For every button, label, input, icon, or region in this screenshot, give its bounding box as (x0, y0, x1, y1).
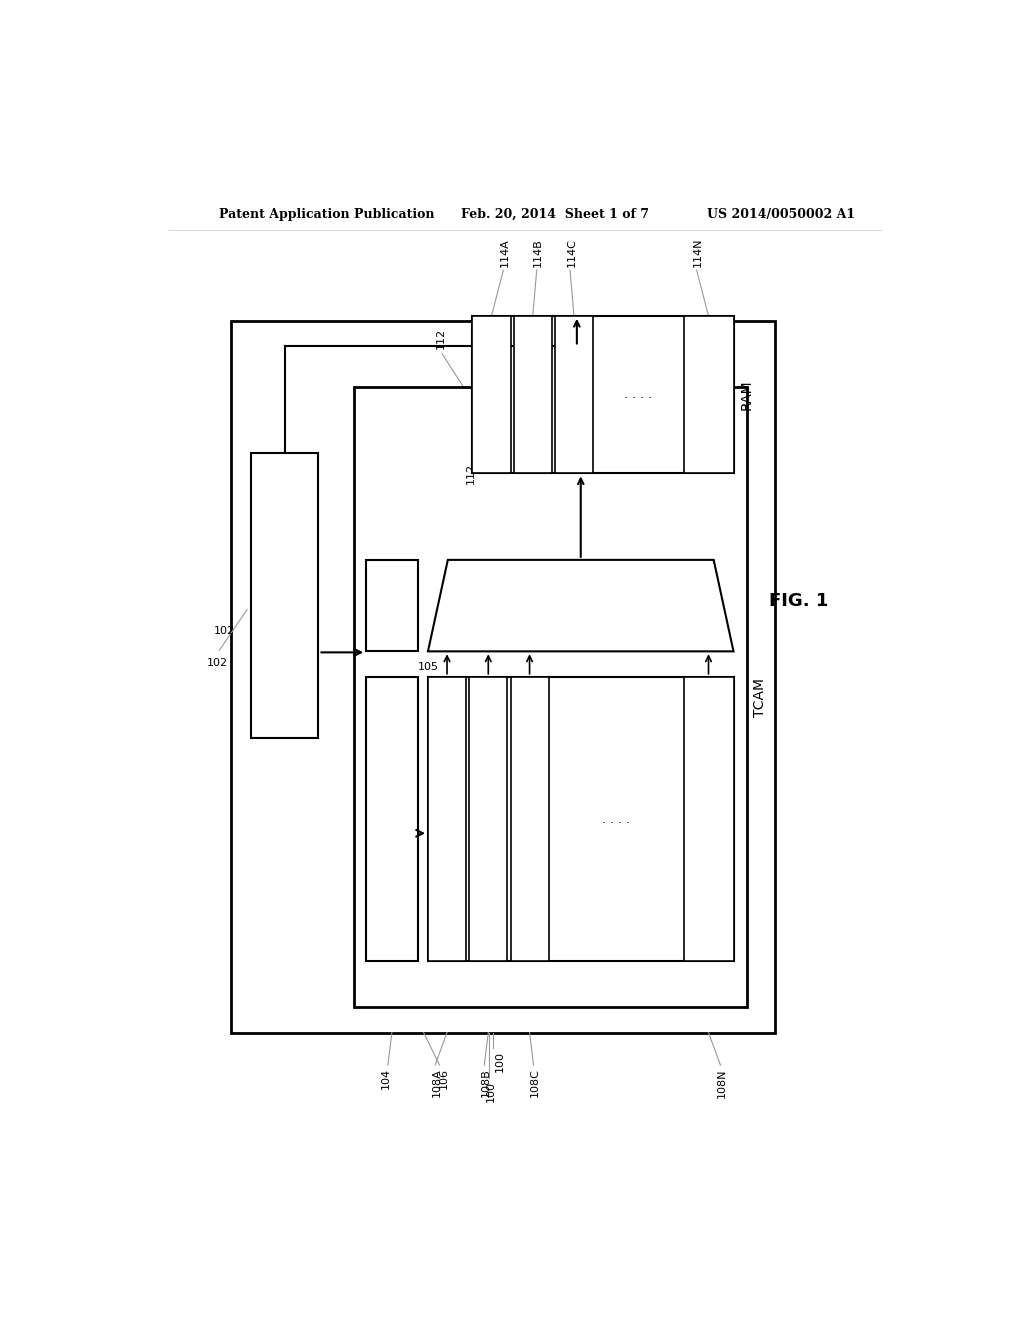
Text: 106: 106 (438, 1068, 449, 1089)
Bar (354, 387, 748, 1007)
Text: ACTION 2: ACTION 2 (569, 371, 579, 418)
Bar (555, 315, 593, 474)
Text: ACTION 1: ACTION 1 (527, 372, 538, 418)
Text: 108B: 108B (481, 1068, 490, 1097)
Text: . . . .: . . . . (605, 619, 633, 632)
Text: 114N: 114N (693, 238, 703, 267)
Text: 108A: 108A (432, 1068, 441, 1097)
Bar (472, 315, 511, 474)
Text: ENTRY N-1: ENTRY N-1 (703, 793, 714, 845)
Text: 108N: 108N (717, 1068, 727, 1097)
Text: . . . .: . . . . (602, 813, 630, 825)
Text: ACTION N-1: ACTION N-1 (703, 366, 714, 424)
Bar (231, 321, 775, 1032)
Text: PRIORITY ENCODER: PRIORITY ENCODER (523, 599, 639, 612)
Bar (511, 677, 549, 961)
Text: 110: 110 (386, 628, 407, 638)
Text: LOGIC: LOGIC (375, 601, 409, 611)
Text: ENTRY 1: ENTRY 1 (483, 799, 494, 840)
Text: Patent Application Publication: Patent Application Publication (219, 207, 435, 220)
Text: RAM: RAM (740, 379, 754, 411)
Text: 104: 104 (381, 1068, 391, 1089)
Text: Feb. 20, 2014  Sheet 1 of 7: Feb. 20, 2014 Sheet 1 of 7 (461, 207, 649, 220)
Text: INPUT REGISTER: INPUT REGISTER (387, 776, 397, 862)
Bar (684, 315, 733, 474)
Bar (367, 677, 418, 961)
Bar (367, 560, 418, 651)
Text: 105: 105 (418, 661, 438, 672)
Bar (469, 677, 507, 961)
Bar (428, 677, 466, 961)
Bar (684, 677, 733, 961)
Text: 112: 112 (466, 462, 476, 483)
Text: PROCESSOR: PROCESSOR (280, 561, 290, 630)
Text: 100: 100 (495, 1051, 505, 1072)
Text: FIG. 1: FIG. 1 (769, 591, 828, 610)
Polygon shape (428, 560, 733, 651)
Text: . . . .: . . . . (625, 388, 652, 401)
Text: 112: 112 (435, 327, 445, 348)
Text: 102: 102 (214, 626, 236, 636)
Text: 114A: 114A (500, 239, 510, 267)
Text: ENTRY 2: ENTRY 2 (524, 799, 535, 840)
Text: 108C: 108C (530, 1068, 540, 1097)
Bar (472, 315, 733, 474)
Text: ACTION 0: ACTION 0 (486, 372, 497, 418)
Bar (251, 453, 318, 738)
Text: US 2014/0050002 A1: US 2014/0050002 A1 (708, 207, 855, 220)
Text: TCAM: TCAM (754, 677, 767, 717)
Text: 114B: 114B (534, 239, 544, 267)
Text: 102: 102 (207, 659, 228, 668)
Bar (514, 315, 552, 474)
Text: 100: 100 (485, 1081, 496, 1102)
Text: 114C: 114C (566, 239, 577, 267)
Bar (428, 677, 733, 961)
Text: ENTRY 0: ENTRY 0 (442, 799, 452, 840)
